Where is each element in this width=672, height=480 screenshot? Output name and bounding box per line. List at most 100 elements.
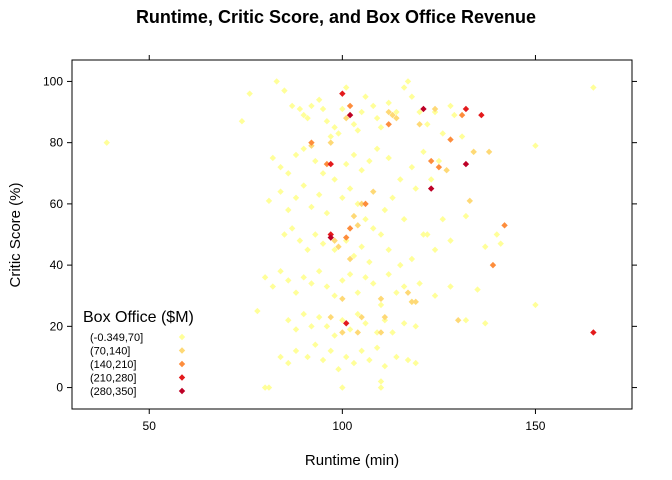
- data-point: [331, 124, 338, 131]
- x-tick-label: 50: [143, 419, 157, 433]
- data-point: [532, 142, 539, 149]
- data-point: [381, 313, 389, 321]
- data-point: [327, 133, 334, 140]
- data-point: [370, 225, 377, 232]
- data-point: [362, 200, 369, 208]
- data-point: [327, 234, 334, 241]
- data-point: [277, 188, 284, 195]
- data-point: [400, 283, 408, 290]
- data-point: [385, 108, 392, 116]
- data-point: [319, 356, 327, 364]
- data-point: [339, 105, 346, 113]
- data-point: [370, 280, 377, 287]
- legend-marker: [178, 360, 186, 368]
- data-point: [400, 84, 408, 91]
- data-point: [308, 139, 315, 146]
- data-point: [308, 280, 315, 287]
- data-point: [339, 317, 346, 324]
- data-point: [331, 176, 338, 183]
- data-point: [400, 215, 408, 223]
- data-point: [285, 317, 292, 324]
- y-tick-label: 60: [50, 197, 64, 211]
- data-point: [315, 268, 323, 275]
- data-point: [381, 362, 389, 370]
- data-point: [489, 261, 497, 269]
- data-point: [315, 191, 323, 198]
- legend-entry-label: (280,350]: [90, 386, 136, 398]
- data-point: [408, 298, 416, 306]
- data-point: [343, 234, 350, 241]
- data-point: [462, 317, 470, 324]
- data-point: [451, 111, 458, 119]
- data-point: [331, 237, 338, 244]
- data-point: [315, 313, 323, 321]
- data-point: [408, 163, 416, 171]
- data-point: [427, 176, 435, 183]
- data-point: [358, 243, 365, 250]
- data-point: [300, 274, 307, 281]
- data-point: [485, 148, 493, 156]
- x-tick-label: 150: [525, 419, 545, 433]
- data-point: [435, 163, 443, 171]
- data-point: [339, 194, 346, 201]
- data-point: [458, 111, 466, 119]
- data-point: [277, 353, 284, 361]
- data-point: [466, 197, 473, 205]
- data-point: [261, 384, 269, 391]
- data-point: [265, 384, 273, 391]
- data-point: [420, 148, 427, 156]
- data-point: [377, 329, 385, 336]
- legend-entry-label: (140,210]: [90, 359, 136, 371]
- legend: Box Office ($M) (-0.349,70] (70,140](140,…: [83, 309, 194, 398]
- data-point: [393, 108, 400, 116]
- data-point: [462, 160, 470, 168]
- data-point: [373, 114, 381, 122]
- data-point: [285, 206, 292, 214]
- data-point: [416, 108, 423, 116]
- data-point: [424, 121, 431, 128]
- data-point: [404, 356, 412, 364]
- data-point: [292, 347, 300, 355]
- data-point: [246, 90, 253, 97]
- data-point: [323, 283, 331, 290]
- data-point: [331, 292, 338, 299]
- data-point: [474, 286, 481, 293]
- data-point: [447, 237, 454, 244]
- data-point: [412, 185, 419, 192]
- data-point: [304, 114, 311, 122]
- data-point: [315, 96, 323, 103]
- y-tick-label: 80: [50, 136, 64, 150]
- data-point: [431, 105, 439, 113]
- data-point: [381, 206, 389, 214]
- data-point: [261, 274, 269, 281]
- data-point: [431, 246, 439, 254]
- data-point: [377, 231, 385, 238]
- data-point: [354, 310, 361, 318]
- y-tick-label: 100: [43, 74, 63, 88]
- data-point: [377, 301, 385, 309]
- data-point: [362, 215, 369, 223]
- legend-marker: [178, 333, 186, 341]
- data-point: [312, 341, 319, 348]
- legend-entry-label: (70,140]: [90, 346, 130, 358]
- data-point: [443, 167, 450, 174]
- data-point: [343, 320, 350, 327]
- data-point: [350, 359, 358, 367]
- data-point: [323, 160, 331, 168]
- data-point: [300, 111, 307, 119]
- chart-title: Runtime, Critic Score, and Box Office Re…: [136, 7, 536, 27]
- data-point: [285, 170, 292, 177]
- data-point: [292, 289, 300, 296]
- data-point: [393, 353, 400, 361]
- data-point: [346, 255, 354, 263]
- data-point: [358, 200, 365, 208]
- data-point: [346, 326, 354, 333]
- data-point: [358, 347, 365, 355]
- y-tick-label: 40: [50, 258, 64, 272]
- data-point: [447, 283, 454, 290]
- data-point: [362, 320, 369, 327]
- data-point: [439, 130, 446, 137]
- legend-entry-label: (-0.349,70]: [90, 332, 143, 344]
- data-point: [408, 93, 416, 100]
- data-point: [397, 176, 404, 183]
